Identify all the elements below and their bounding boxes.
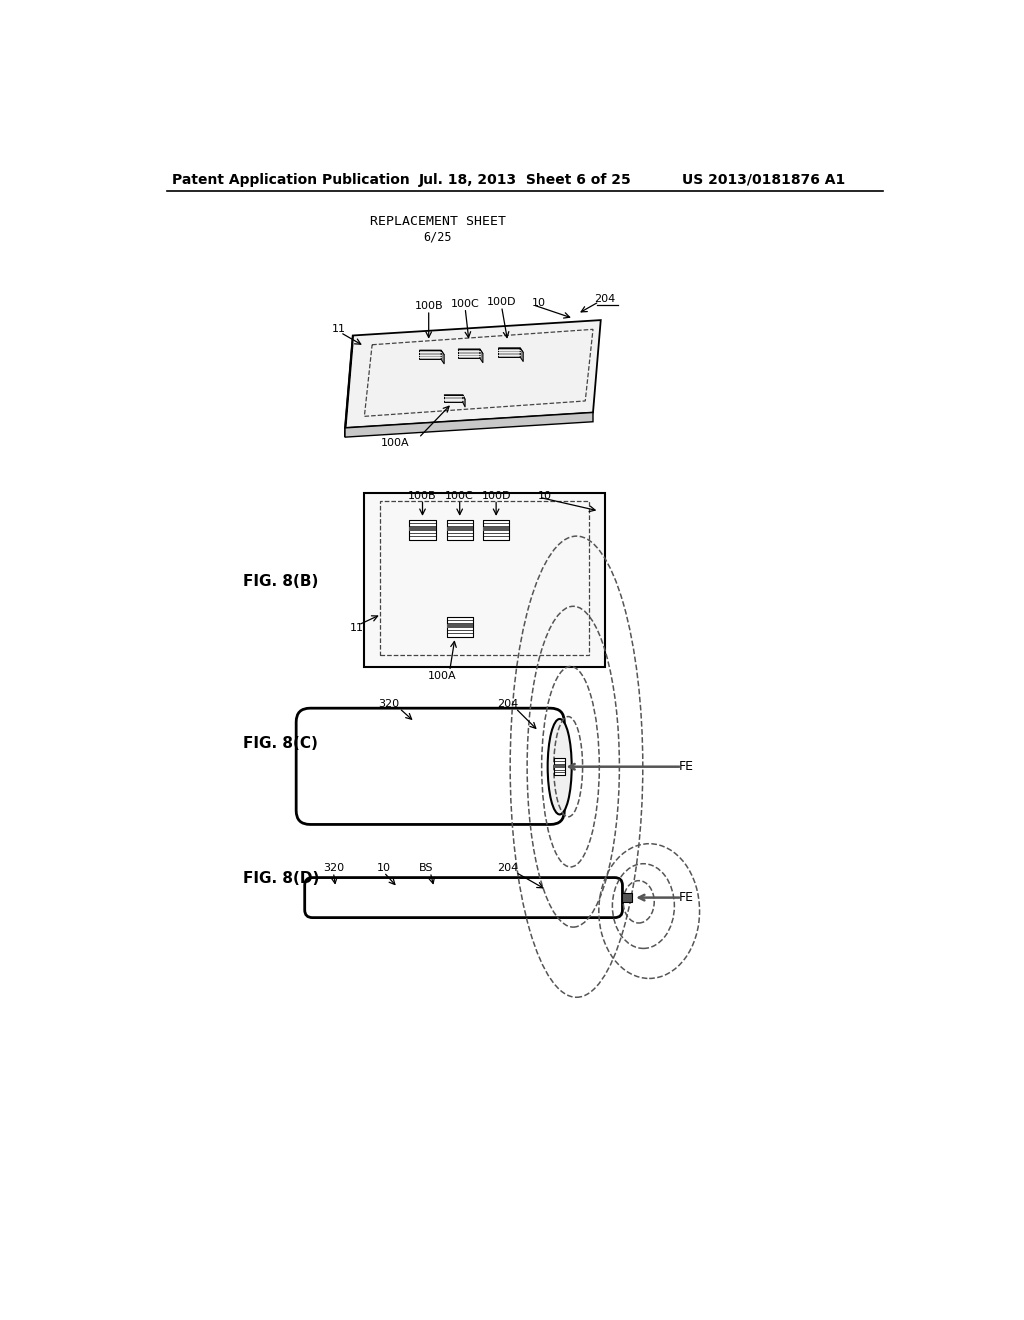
Text: 100A: 100A xyxy=(428,671,456,681)
Text: 100B: 100B xyxy=(409,491,437,500)
Text: FIG. 8(D): FIG. 8(D) xyxy=(243,871,319,886)
Polygon shape xyxy=(463,395,465,407)
Text: FIG. 8(C): FIG. 8(C) xyxy=(243,737,317,751)
Polygon shape xyxy=(441,350,444,364)
Text: 100C: 100C xyxy=(451,298,479,309)
Bar xyxy=(554,758,565,775)
Text: 100B: 100B xyxy=(415,301,443,312)
Text: BS: BS xyxy=(419,863,433,874)
Polygon shape xyxy=(420,350,444,355)
Polygon shape xyxy=(345,412,593,437)
Bar xyxy=(410,527,435,531)
Polygon shape xyxy=(499,348,523,352)
Text: Patent Application Publication: Patent Application Publication xyxy=(172,173,410,187)
Bar xyxy=(483,527,509,531)
Text: 204: 204 xyxy=(497,698,518,709)
Polygon shape xyxy=(458,348,480,358)
Text: FE: FE xyxy=(679,891,693,904)
Polygon shape xyxy=(458,348,483,354)
Polygon shape xyxy=(444,395,463,403)
Text: 204: 204 xyxy=(497,863,518,874)
Text: 6/25: 6/25 xyxy=(424,231,453,243)
Polygon shape xyxy=(420,350,441,359)
Text: 10: 10 xyxy=(531,298,546,308)
Polygon shape xyxy=(345,321,601,428)
Bar xyxy=(410,520,435,540)
Polygon shape xyxy=(345,335,352,437)
FancyBboxPatch shape xyxy=(296,708,564,825)
Text: 100C: 100C xyxy=(445,491,474,500)
Text: US 2013/0181876 A1: US 2013/0181876 A1 xyxy=(682,173,845,187)
Text: 11: 11 xyxy=(332,325,346,334)
Bar xyxy=(554,764,565,768)
Text: FIG. 8(B): FIG. 8(B) xyxy=(243,574,318,590)
Ellipse shape xyxy=(548,719,571,814)
Text: Jul. 18, 2013  Sheet 6 of 25: Jul. 18, 2013 Sheet 6 of 25 xyxy=(419,173,631,187)
Text: 204: 204 xyxy=(594,293,615,304)
Polygon shape xyxy=(480,348,483,363)
Text: FE: FE xyxy=(679,760,693,774)
Text: 10: 10 xyxy=(538,491,552,500)
Text: 320: 320 xyxy=(323,863,344,874)
Polygon shape xyxy=(499,348,520,358)
Bar xyxy=(446,527,473,531)
Bar xyxy=(446,623,473,628)
Bar xyxy=(380,502,589,655)
Bar xyxy=(446,616,473,636)
Polygon shape xyxy=(444,395,465,400)
Bar xyxy=(483,520,509,540)
Bar xyxy=(623,892,632,903)
Text: 100D: 100D xyxy=(481,491,511,500)
Text: 100D: 100D xyxy=(486,297,516,308)
Bar xyxy=(365,494,604,667)
Text: 100A: 100A xyxy=(381,438,410,449)
FancyBboxPatch shape xyxy=(305,878,623,917)
Text: REPLACEMENT SHEET: REPLACEMENT SHEET xyxy=(370,215,506,228)
Text: 10: 10 xyxy=(377,863,391,874)
Bar xyxy=(446,520,473,540)
Text: 11: 11 xyxy=(349,623,364,634)
Text: 320: 320 xyxy=(379,698,399,709)
Polygon shape xyxy=(520,348,523,362)
